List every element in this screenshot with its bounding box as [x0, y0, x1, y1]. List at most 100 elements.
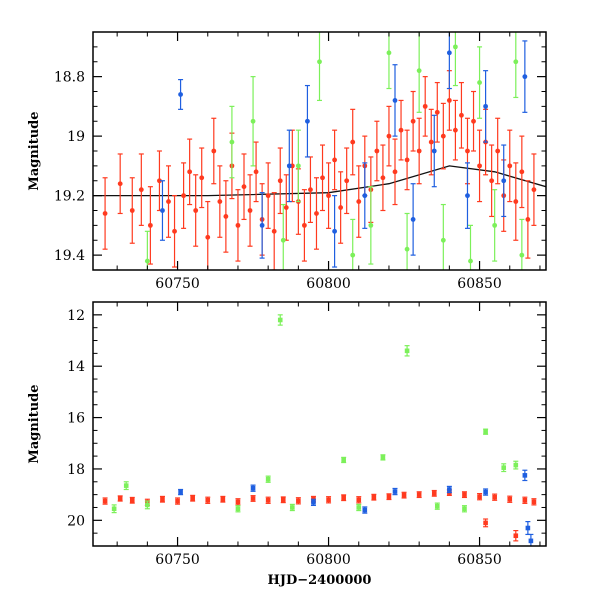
top-data-point: [374, 120, 380, 182]
top-data-point: [495, 117, 501, 185]
bottom-data-point: [404, 345, 410, 357]
bottom-data-point: [501, 463, 507, 473]
bottom-data-point: [159, 495, 165, 503]
top-data-point: [178, 78, 184, 110]
top-data-point: [410, 90, 416, 152]
bottom-x-tick-label: 60800: [306, 552, 351, 568]
bottom-data-point: [220, 495, 226, 503]
top-data-point: [166, 165, 171, 238]
top-trend-line: [93, 165, 546, 197]
bottom-panel-ticks: 60750 60800 60850 12 14 16 18 20: [67, 301, 546, 568]
top-data-point: [247, 174, 253, 247]
bottom-data-point: [528, 533, 534, 546]
bottom-data-point: [175, 497, 181, 505]
bottom-data-point: [265, 496, 271, 504]
bottom-data-point: [483, 428, 489, 435]
bottom-data-point: [310, 498, 316, 507]
top-data-point: [362, 162, 368, 229]
bottom-data-point: [513, 460, 519, 470]
bottom-data-point: [111, 504, 117, 514]
top-data-point: [483, 70, 489, 143]
top-data-point: [144, 230, 150, 270]
bottom-series-1: [111, 314, 519, 514]
top-data-point: [223, 180, 229, 253]
bottom-data-point: [380, 454, 386, 461]
top-data-point: [235, 189, 241, 262]
top-data-point: [229, 105, 235, 179]
top-data-point: [159, 180, 165, 241]
bottom-data-point: [235, 498, 241, 506]
bottom-data-point: [295, 497, 301, 505]
bottom-data-point: [250, 495, 256, 502]
bottom-data-point: [392, 487, 398, 496]
top-data-point: [205, 200, 211, 270]
bottom-data-point: [525, 520, 531, 536]
bottom-data-point: [341, 456, 347, 464]
top-data-point: [477, 129, 483, 203]
top-data-point: [326, 162, 332, 229]
top-data-point: [392, 138, 398, 206]
top-data-point: [313, 177, 319, 250]
bottom-data-point: [123, 481, 129, 491]
top-data-point: [199, 147, 205, 209]
top-y-tick-label: 19.2: [54, 189, 85, 205]
bottom-data-point: [265, 475, 271, 483]
top-data-point: [253, 141, 259, 203]
bottom-data-point: [326, 496, 332, 504]
bottom-data-point: [129, 496, 135, 504]
top-data-point: [187, 138, 193, 206]
top-data-point: [271, 192, 277, 270]
top-data-point: [501, 144, 507, 218]
top-data-point: [277, 147, 283, 215]
bottom-data-point: [434, 502, 440, 510]
top-data-point: [129, 177, 135, 244]
top-data-point: [507, 129, 513, 203]
top-data-point: [404, 129, 410, 191]
top-data-point: [428, 108, 434, 176]
bottom-data-point: [277, 314, 283, 326]
top-data-point: [304, 84, 310, 158]
top-data-point: [280, 203, 286, 270]
top-data-point: [102, 177, 108, 250]
top-data-point: [519, 135, 525, 209]
top-panel-ticks: 60750 60800 60850 18.8 19 19.2 19.4: [54, 31, 546, 292]
top-data-point: [259, 192, 265, 259]
top-data-point: [295, 129, 301, 203]
top-data-point: [525, 180, 531, 259]
top-data-point: [211, 117, 217, 185]
top-data-point: [531, 153, 537, 226]
top-data-point: [513, 32, 519, 99]
top-data-point: [489, 144, 495, 218]
bottom-data-point: [483, 518, 489, 528]
bottom-data-point: [235, 505, 241, 513]
bottom-y-tick-label: 18: [67, 462, 85, 478]
top-data-point: [464, 162, 470, 229]
top-data-point: [301, 189, 307, 262]
top-data-point: [386, 105, 392, 167]
x-axis-label: HJD−2400000: [268, 573, 372, 588]
top-y-tick-label: 19.4: [54, 248, 85, 264]
bottom-data-point: [250, 484, 256, 492]
top-data-point: [317, 32, 322, 102]
bottom-data-point: [401, 491, 407, 499]
bottom-data-point: [386, 493, 392, 501]
bottom-data-point: [289, 503, 295, 512]
bottom-data-point: [461, 491, 467, 499]
bottom-data-point: [483, 488, 489, 496]
top-data-point: [138, 153, 144, 226]
top-data-point: [477, 46, 483, 119]
bottom-data-point: [205, 496, 211, 504]
bottom-y-tick-label: 20: [67, 513, 85, 529]
bottom-panel-frame: [92, 301, 547, 547]
top-data-point: [350, 108, 356, 176]
top-data-point: [117, 153, 123, 215]
top-data-point: [344, 147, 350, 215]
top-series-1: [144, 32, 525, 270]
top-data-point: [338, 171, 344, 244]
bottom-data-point: [416, 491, 422, 499]
top-data-point: [398, 99, 404, 161]
bottom-y-tick-label: 14: [67, 359, 85, 375]
top-data-point: [458, 81, 464, 149]
top-data-point: [392, 64, 398, 137]
